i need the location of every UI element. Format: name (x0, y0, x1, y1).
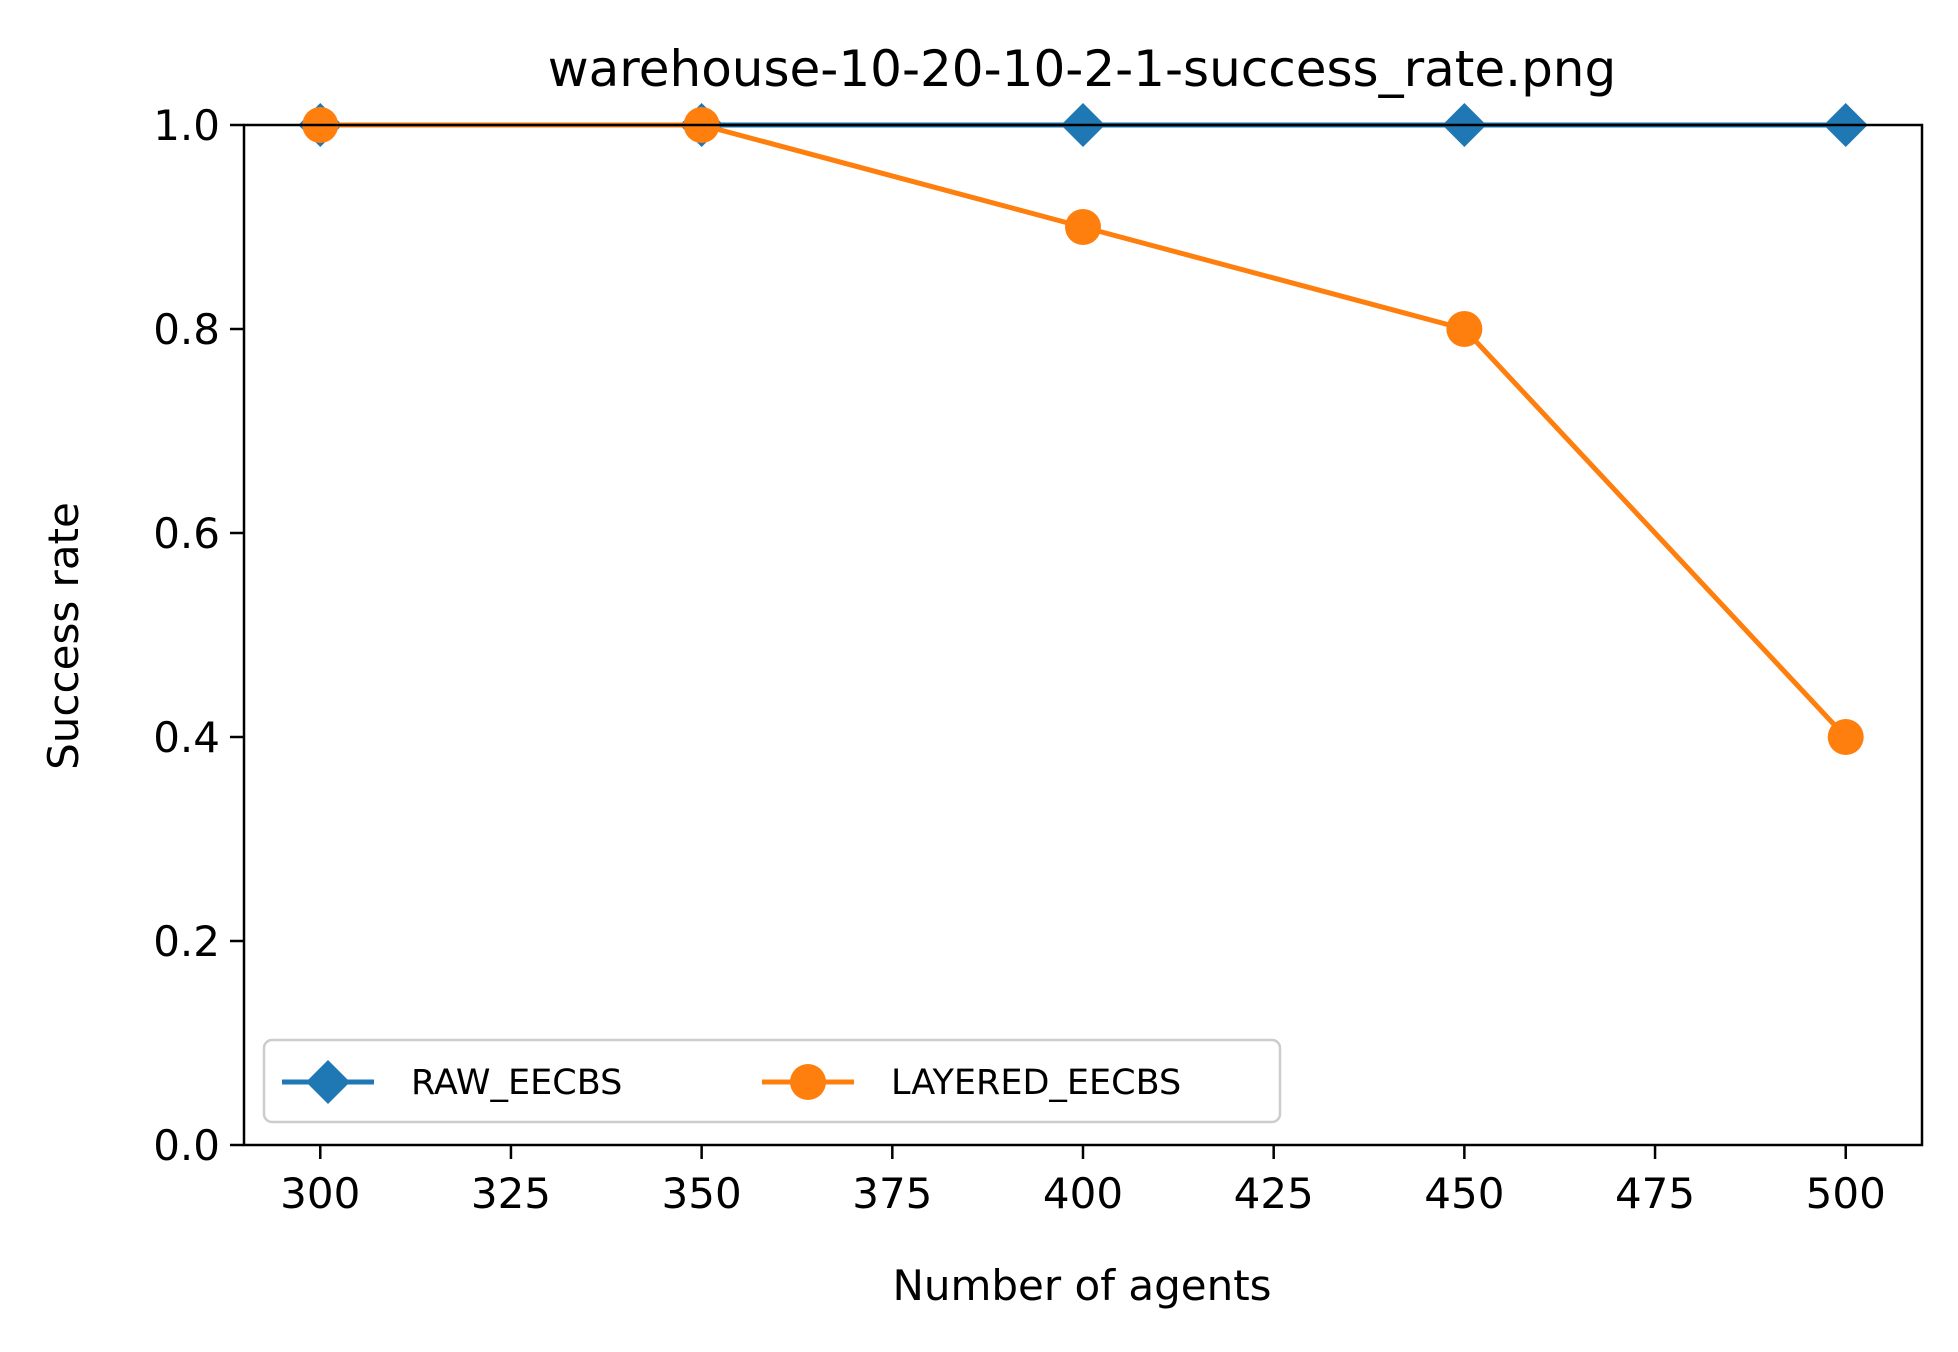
x-tick-label: 425 (1234, 1169, 1314, 1218)
x-tick-label: 350 (662, 1169, 742, 1218)
legend-label: RAW_EECBS (411, 1063, 622, 1103)
x-tick-label: 450 (1424, 1169, 1504, 1218)
x-tick-label: 300 (280, 1169, 360, 1218)
legend-entry: RAW_EECBS (282, 1060, 622, 1104)
y-axis: 0.0 0.2 0.4 0.6 0.8 1.0 (153, 101, 244, 1170)
y-tick-label: 0.4 (153, 713, 220, 762)
x-tick-label: 325 (471, 1169, 551, 1218)
x-axis-label: Number of agents (892, 1261, 1271, 1310)
x-axis: 300 325 350 375 400 425 450 475 500 (280, 1145, 1886, 1218)
legend-label: LAYERED_EECBS (891, 1063, 1181, 1103)
data-point (1446, 311, 1483, 347)
legend-marker (790, 1064, 826, 1100)
y-tick-label: 1.0 (153, 101, 220, 150)
data-point (1827, 719, 1864, 755)
plot-background (244, 125, 1922, 1145)
legend-entry: LAYERED_EECBS (762, 1063, 1181, 1103)
y-tick-label: 0.2 (153, 917, 220, 966)
y-axis-label: Success rate (39, 502, 88, 770)
chart-title: warehouse-10-20-10-2-1-success_rate.png (548, 40, 1616, 98)
x-tick-label: 500 (1806, 1169, 1886, 1218)
x-tick-label: 375 (852, 1169, 932, 1218)
plot-frame (242, 123, 1924, 1147)
legend-marker (306, 1060, 350, 1104)
plot-area (244, 125, 1922, 1145)
y-tick-label: 0.0 (153, 1121, 220, 1170)
x-tick-label: 475 (1615, 1169, 1695, 1218)
data-point (1065, 209, 1101, 245)
y-tick-label: 0.8 (153, 305, 220, 354)
y-tick-label: 0.6 (153, 509, 220, 558)
x-tick-label: 400 (1043, 1169, 1123, 1218)
legend: RAW_EECBS LAYERED_EECBS (262, 1038, 1282, 1124)
